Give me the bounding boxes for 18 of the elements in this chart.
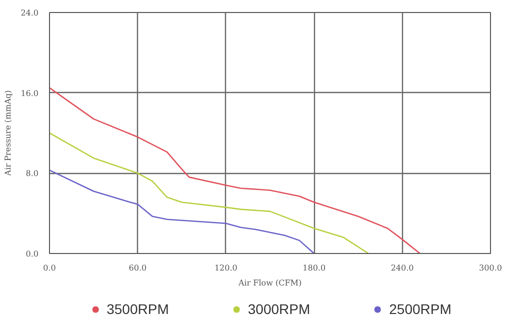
- legend-label: 3500RPM: [106, 301, 169, 317]
- line-series: [50, 87, 421, 254]
- x-axis-title: Air Flow (CFM): [237, 278, 302, 288]
- x-tick-label: 0.0: [43, 264, 56, 272]
- legend-label: 2500RPM: [389, 301, 452, 317]
- x-tick-label: 240.0: [390, 264, 414, 272]
- y-tick-label: 16.0: [20, 88, 38, 98]
- y-axis-title: Air Pressure (mmAq): [4, 90, 13, 177]
- line-series: [50, 132, 370, 254]
- x-tick-label: 300.0: [479, 264, 502, 272]
- y-tick-label: 24.0: [20, 8, 38, 18]
- x-tick-label: 60.0: [128, 264, 147, 272]
- y-tick-label: 8.0: [26, 169, 39, 178]
- legend-label: 3000RPM: [248, 301, 310, 317]
- line-series: [50, 170, 315, 254]
- x-tick-label: 180.0: [302, 264, 326, 272]
- x-tick-label: 120.0: [214, 264, 238, 272]
- y-tick-label: 0.0: [26, 250, 39, 258]
